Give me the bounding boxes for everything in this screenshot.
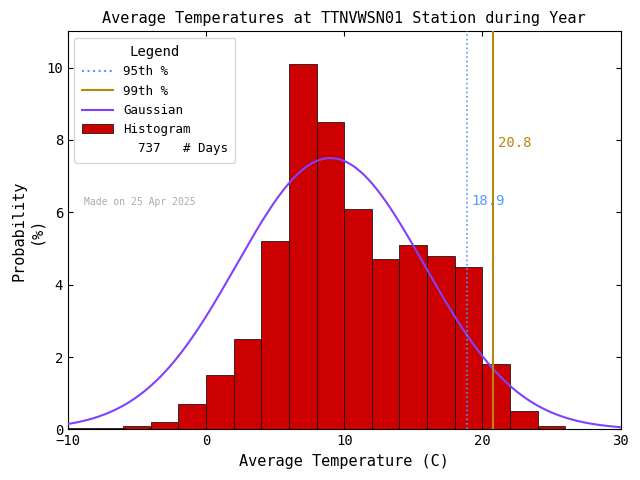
Bar	[317, 122, 344, 430]
X-axis label: Average Temperature (C): Average Temperature (C)	[239, 454, 449, 469]
Legend: 95th %, 99th %, Gaussian, Histogram,   737   # Days: 95th %, 99th %, Gaussian, Histogram, 737…	[74, 38, 236, 163]
Bar	[261, 241, 289, 430]
Bar	[151, 422, 179, 430]
Bar	[483, 364, 510, 430]
Bar	[510, 411, 538, 430]
Text: 20.8: 20.8	[497, 136, 531, 150]
Title: Average Temperatures at TTNVWSN01 Station during Year: Average Temperatures at TTNVWSN01 Statio…	[102, 11, 586, 26]
Bar	[538, 426, 565, 430]
Text: Made on 25 Apr 2025: Made on 25 Apr 2025	[84, 197, 196, 206]
Bar	[399, 245, 427, 430]
Bar	[95, 428, 123, 430]
Bar	[372, 259, 399, 430]
Bar	[206, 375, 234, 430]
Bar	[427, 256, 455, 430]
Bar	[234, 339, 261, 430]
Bar	[179, 404, 206, 430]
Bar	[344, 209, 372, 430]
Bar	[123, 426, 151, 430]
Bar	[455, 267, 483, 430]
Y-axis label: Probability
(%): Probability (%)	[11, 180, 44, 281]
Bar	[289, 64, 317, 430]
Text: 18.9: 18.9	[471, 194, 505, 208]
Bar	[68, 428, 95, 430]
